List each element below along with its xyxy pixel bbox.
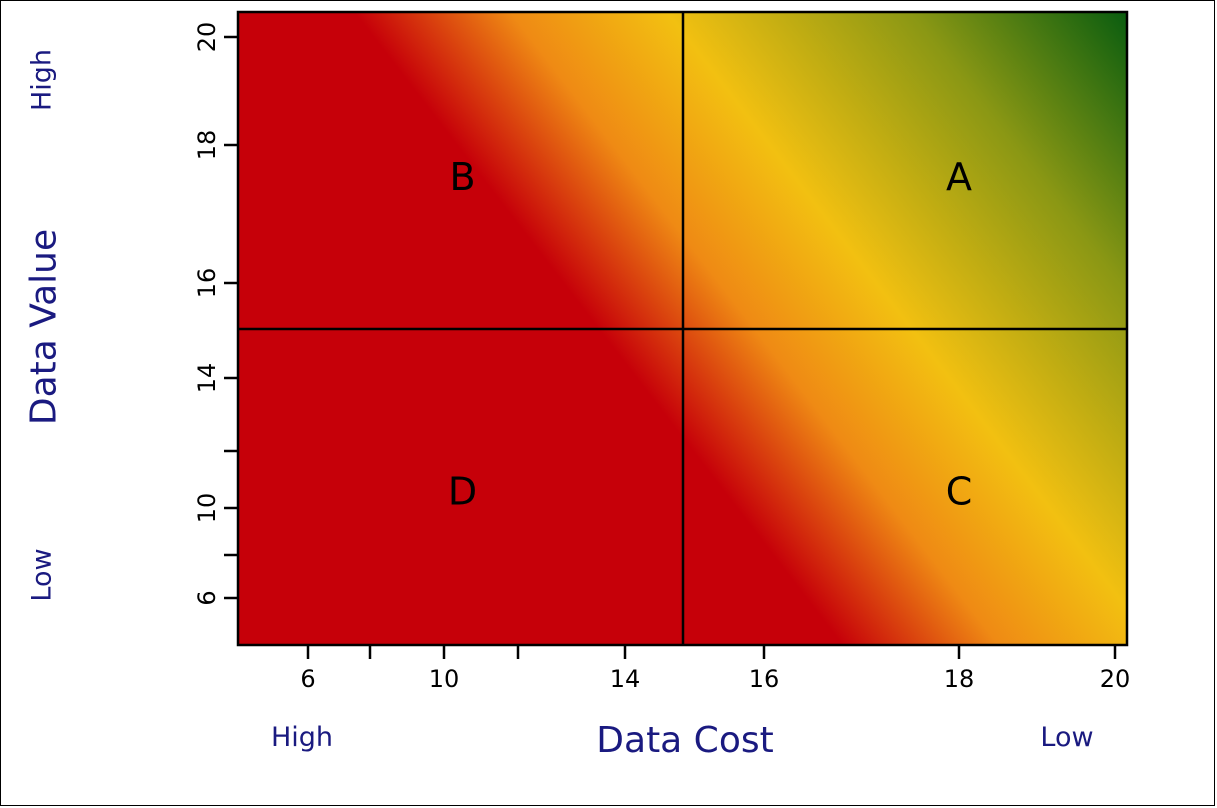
y-tick-label: 20 (193, 22, 221, 53)
plot-border (236, 10, 1129, 647)
x-tick-label: 16 (749, 665, 780, 693)
x-tick-label: 20 (1100, 665, 1131, 693)
quadrant-label-c: C (946, 469, 973, 513)
x-tick-label: 18 (944, 665, 975, 693)
quadrant-label-b: B (449, 155, 475, 199)
x-axis-high-label: High (270, 722, 334, 753)
y-tick-label: 6 (193, 590, 221, 605)
quadrant-label-a: A (946, 155, 972, 199)
y-tick-label: 16 (193, 268, 221, 299)
x-tick-label: 10 (429, 665, 460, 693)
x-axis-title: Data Cost (596, 720, 774, 761)
y-axis-high-label: High (26, 48, 58, 112)
y-tick-label: 14 (193, 363, 221, 394)
x-axis-low-label: Low (1040, 722, 1094, 753)
y-axis-title: Data Value (23, 228, 65, 426)
x-tick-label: 6 (300, 665, 315, 693)
y-tick-label: 10 (193, 493, 221, 524)
x-tick-label: 14 (610, 665, 641, 693)
y-axis-low-label: Low (26, 548, 58, 602)
y-tick-label: 18 (193, 130, 221, 161)
quadrant-label-d: D (448, 469, 477, 513)
